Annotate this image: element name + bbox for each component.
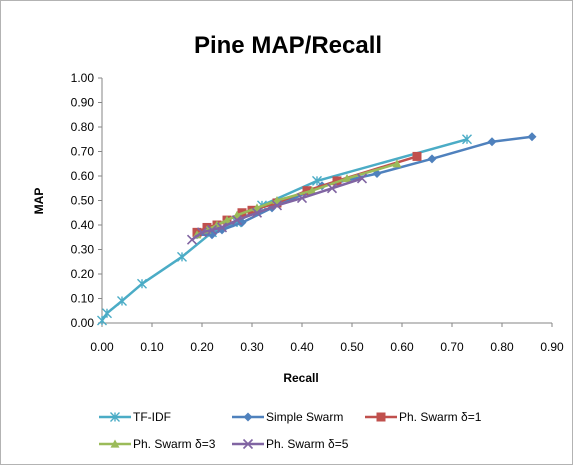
y-tick-label: 0.60 xyxy=(71,169,95,183)
legend-marker xyxy=(242,438,254,450)
y-axis-ticks: 0.00 0.10 0.20 0.30 0.40 0.50 0.60 0.70 0.80 0.90… xyxy=(71,71,102,330)
x-tick-label: 0.20 xyxy=(190,340,214,354)
x-tick-label: 0.30 xyxy=(240,340,264,354)
y-tick-label: 0.00 xyxy=(71,316,95,330)
x-tick-label: 0.50 xyxy=(340,340,364,354)
legend-marker xyxy=(243,412,253,422)
y-tick-label: 0.40 xyxy=(71,218,95,232)
y-tick-label: 0.50 xyxy=(71,194,95,208)
data-point xyxy=(527,132,537,142)
data-point xyxy=(307,186,317,195)
data-point xyxy=(342,173,352,183)
legend-label: TF-IDF xyxy=(133,410,171,424)
x-tick-label: 0.40 xyxy=(290,340,314,354)
data-point xyxy=(231,215,243,226)
y-tick-label: 0.10 xyxy=(71,292,95,306)
x-axis-title: Recall xyxy=(283,371,318,385)
data-point xyxy=(271,200,283,211)
x-tick-label: 0.00 xyxy=(90,340,114,354)
data-point xyxy=(326,183,338,194)
legend-marker xyxy=(376,412,386,422)
legend: TF-IDF Simple Swarm Ph. Swarm δ=1 Ph. Swarm… xyxy=(99,410,482,451)
data-point xyxy=(206,224,218,235)
chart-title: Pine MAP/Recall xyxy=(194,32,382,59)
data-point xyxy=(196,227,208,238)
data-point xyxy=(412,151,422,161)
y-axis-title: MAP xyxy=(32,188,46,215)
legend-item: Ph. Swarm δ=5 xyxy=(232,437,349,451)
x-tick-label: 0.10 xyxy=(140,340,164,354)
legend-item: Simple Swarm xyxy=(232,410,343,424)
series-line xyxy=(100,138,468,322)
data-point xyxy=(296,192,308,204)
series-1 xyxy=(192,132,537,240)
legend-item: Ph. Swarm δ=1 xyxy=(365,410,482,424)
x-tick-label: 0.80 xyxy=(490,340,514,354)
y-tick-label: 0.90 xyxy=(71,96,95,110)
series-layer xyxy=(97,132,537,326)
x-tick-label: 0.60 xyxy=(390,340,414,354)
series-4 xyxy=(186,173,368,245)
data-point xyxy=(462,134,472,145)
data-point xyxy=(102,308,112,319)
series-line xyxy=(197,135,533,237)
legend-marker xyxy=(110,412,120,422)
y-tick-label: 0.30 xyxy=(71,243,95,257)
legend-item: TF-IDF xyxy=(99,410,171,424)
legend-label: Ph. Swarm δ=1 xyxy=(399,410,482,424)
series-line xyxy=(196,162,398,236)
data-point xyxy=(137,278,147,289)
x-tick-label: 0.90 xyxy=(540,340,564,354)
data-point xyxy=(356,173,368,184)
legend-marker xyxy=(110,439,120,448)
x-axis-ticks: 0.00 0.10 0.20 0.30 0.40 0.50 0.60 0.70 0.80 0.90 xyxy=(90,323,564,354)
legend-item: Ph. Swarm δ=3 xyxy=(99,437,216,451)
data-point xyxy=(117,295,127,306)
data-point xyxy=(302,186,312,196)
data-point xyxy=(216,222,228,233)
data-point xyxy=(186,234,198,245)
y-tick-label: 0.20 xyxy=(71,267,95,281)
data-point xyxy=(392,159,402,168)
data-point xyxy=(251,207,263,218)
data-point xyxy=(97,315,107,326)
legend-label: Ph. Swarm δ=5 xyxy=(266,437,349,451)
legend-label: Simple Swarm xyxy=(266,410,343,424)
y-tick-label: 0.70 xyxy=(71,145,95,159)
x-tick-label: 0.70 xyxy=(440,340,464,354)
y-tick-label: 0.80 xyxy=(71,120,95,134)
legend-label: Ph. Swarm δ=3 xyxy=(133,437,216,451)
data-point xyxy=(487,137,497,147)
data-point xyxy=(222,215,232,224)
data-point xyxy=(177,251,187,262)
series-line xyxy=(191,177,363,241)
data-point xyxy=(427,154,437,164)
y-tick-label: 1.00 xyxy=(71,71,95,85)
